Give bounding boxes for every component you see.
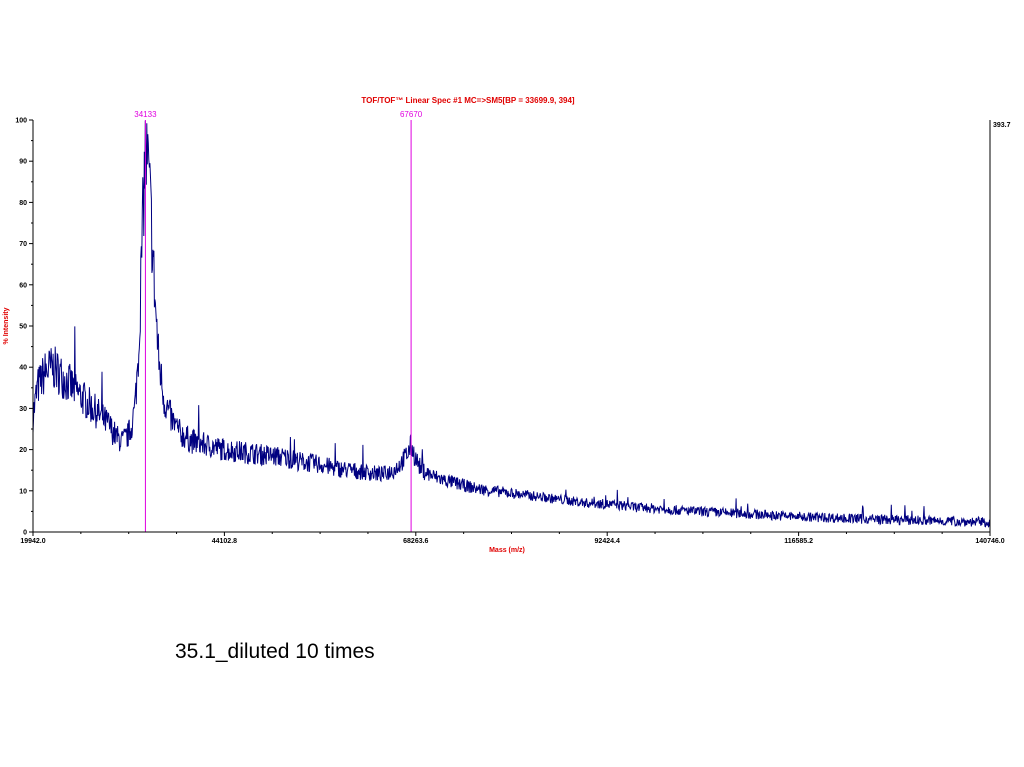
y-tick-label: 10 [19,488,27,495]
x-tick-label: 68263.6 [403,538,428,545]
chart-title: TOF/TOF™ Linear Spec #1 MC=>SM5[BP = 336… [361,96,575,105]
peak-markers: 34133 67670 [134,110,423,532]
x-tick-label: 116585.2 [784,538,813,545]
y-tick-label: 0 [23,530,27,537]
peak-marker-label: 67670 [400,110,423,119]
y-tick-label: 40 [19,365,27,372]
y-tick-label: 60 [19,282,27,289]
x-tick-label: 140746.0 [975,538,1004,545]
y-tick-label: 100 [15,118,27,125]
x-tick-label: 92424.4 [595,538,620,545]
y-tick-label: 30 [19,406,27,413]
y-tick-label: 20 [19,447,27,454]
max-intensity-label: 393.7 [993,122,1011,129]
y-tick-label: 70 [19,241,27,248]
y-axis-ticks: 0 10 20 30 40 50 60 70 80 90 100 [15,118,33,537]
peak-marker-label: 34133 [134,110,157,119]
x-axis-ticks: 19942.0 44102.8 68263.6 92424.4 116585.2 1407… [20,532,1005,545]
x-tick-label: 19942.0 [20,538,45,545]
y-tick-label: 80 [19,200,27,207]
x-axis-title: Mass (m/z) [489,547,525,554]
spectrum-series-line [32,120,991,528]
y-tick-label: 90 [19,159,27,166]
y-tick-label: 50 [19,324,27,331]
slide-caption: 35.1_diluted 10 times [175,640,375,663]
y-axis-title: % Intensity [3,307,10,344]
x-tick-label: 44102.8 [212,538,237,545]
